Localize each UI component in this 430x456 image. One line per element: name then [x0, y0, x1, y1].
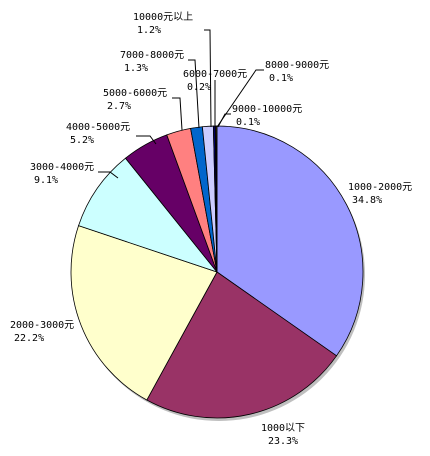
slice-label: 1000-2000元: [348, 182, 412, 193]
slice-label: 10000元以上: [133, 11, 193, 23]
leader-line: [98, 171, 119, 179]
slice-percent-label: 2.7%: [107, 101, 131, 112]
slice-percent-label: 1.2%: [137, 25, 161, 36]
pie-labels: 1000-2000元 34.8% 1000以下 23.3% 2000-3000元 22.2…: [10, 11, 412, 447]
pie-slice: [78, 157, 219, 273]
slice-percent-label: 0.2%: [187, 82, 211, 93]
slice-percent-label: 0.1%: [269, 73, 293, 84]
pie-slice: [215, 125, 218, 273]
pie-slice: [216, 125, 364, 357]
leader-line: [217, 113, 231, 128]
slice-label: 2000-3000元: [10, 320, 74, 331]
leader-line: [136, 135, 157, 145]
slice-label: 5000-6000元: [103, 88, 167, 99]
leader-line: [204, 29, 212, 128]
slice-percent-label: 22.2%: [14, 333, 44, 344]
slice-percent-label: 34.8%: [352, 195, 382, 206]
slice-label: 1000以下: [261, 423, 305, 434]
leader-line: [188, 59, 200, 129]
pie-slice: [70, 225, 218, 401]
slice-label: 3000-4000元: [30, 162, 94, 173]
pie-slices: [70, 125, 364, 419]
slice-percent-label: 9.1%: [34, 175, 58, 186]
slice-label: 6000-7000元: [183, 69, 247, 80]
slice-percent-label: 0.1%: [236, 117, 260, 128]
slice-percent-label: 5.2%: [70, 135, 94, 146]
slice-label: 7000-8000元: [120, 50, 184, 61]
slice-label: 4000-5000元: [66, 122, 130, 133]
leader-line: [216, 69, 264, 128]
slice-label: 9000-10000元: [232, 104, 302, 115]
pie-slice: [146, 271, 338, 419]
leader-line: [172, 97, 183, 131]
slice-label: 8000-9000元: [265, 60, 329, 71]
slice-percent-label: 1.3%: [124, 63, 148, 74]
slice-percent-label: 23.3%: [268, 436, 298, 447]
